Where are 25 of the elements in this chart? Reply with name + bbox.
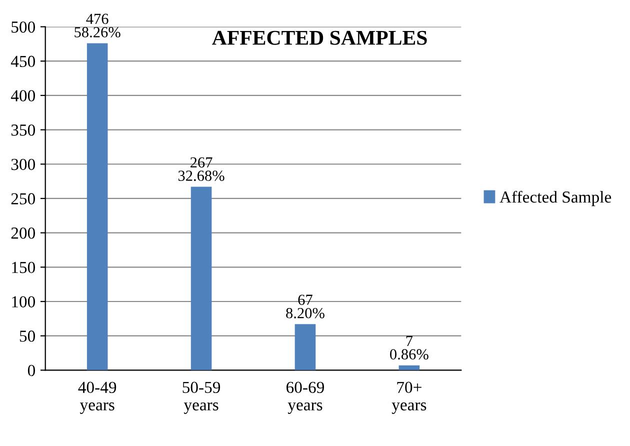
data-label: 7 0.86% bbox=[390, 336, 428, 360]
y-tick-label: 200 bbox=[11, 228, 35, 239]
data-label: 67 8.20% bbox=[286, 294, 324, 318]
bar bbox=[294, 324, 316, 370]
x-tick-label: 50-59 years bbox=[182, 382, 220, 414]
y-tick-label: 0 bbox=[28, 364, 35, 376]
y-tick-label: 300 bbox=[11, 158, 35, 170]
bar bbox=[190, 186, 212, 370]
y-tick-label: 100 bbox=[12, 296, 35, 308]
legend-label: Affected Sample bbox=[500, 190, 612, 206]
y-tick-label: 250 bbox=[11, 193, 35, 204]
y-tick-label: 450 bbox=[10, 56, 35, 68]
y-tick-label: 500 bbox=[12, 21, 35, 33]
x-tick-label: 60-69 years bbox=[286, 382, 324, 414]
x-tick-label: 70+ years bbox=[392, 382, 426, 414]
y-tick-label: 50 bbox=[20, 330, 35, 342]
y-tick-label: 400 bbox=[10, 90, 35, 102]
bar bbox=[398, 365, 420, 370]
bar bbox=[86, 43, 108, 370]
y-tick-label: 350 bbox=[11, 124, 35, 136]
x-tick-label: 40-49 years bbox=[78, 382, 116, 414]
y-tick-label: 150 bbox=[12, 262, 35, 274]
data-label: 267 32.68% bbox=[178, 157, 224, 181]
data-label: 476 58.26% bbox=[74, 14, 120, 38]
chart-title: AFFECTED SAMPLES bbox=[212, 30, 427, 45]
